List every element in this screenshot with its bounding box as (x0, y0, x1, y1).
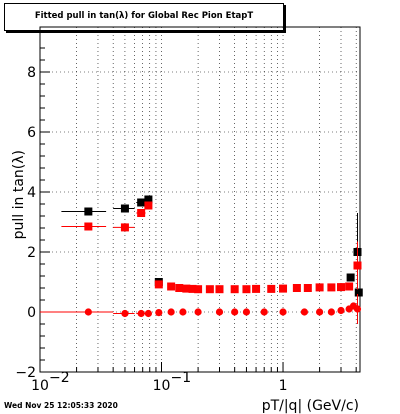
y-axis-title: pull in tan(λ) (11, 150, 27, 239)
data-point-square (242, 285, 251, 294)
data-point-square (252, 284, 261, 293)
data-point-circle (84, 308, 92, 316)
x-tick-label: 1 (279, 378, 288, 394)
data-point-circle (260, 308, 268, 316)
data-point-square (215, 285, 224, 294)
data-point-square (144, 195, 153, 204)
y-tick-label: 6 (27, 125, 36, 141)
grid-layer (39, 27, 360, 373)
data-point-square (167, 282, 176, 291)
data-layer (40, 195, 363, 324)
data-point-circle (144, 309, 153, 318)
chart-title-box: Fitted pull in tan(λ) for Global Rec Pio… (4, 3, 284, 31)
data-point-square (188, 284, 197, 293)
data-point-square (84, 207, 93, 216)
data-point-square (182, 284, 191, 293)
data-point-circle (194, 308, 202, 316)
data-point-square (337, 283, 346, 292)
plot-frame (39, 26, 361, 373)
data-point-circle (242, 308, 251, 316)
data-point-circle (121, 309, 129, 318)
x-tick-label: 10 (31, 378, 49, 394)
data-point-circle (155, 309, 163, 317)
x-tick-label: 10 (153, 378, 171, 394)
data-point-circle (327, 308, 335, 316)
data-point-square (345, 282, 354, 291)
data-point-square (175, 284, 184, 292)
data-point-circle (353, 305, 362, 313)
data-point-circle (300, 308, 309, 316)
x-tick-exponent: −2 (49, 370, 70, 386)
data-point-circle (137, 309, 145, 318)
data-point-square (292, 284, 301, 292)
data-point-circle (279, 308, 287, 316)
data-point-square (267, 284, 276, 293)
data-point-square (137, 209, 146, 217)
data-point-square (205, 285, 214, 294)
data-point-square (354, 288, 363, 297)
data-point-square (137, 198, 146, 207)
x-axis-title: pT/|q| (GeV/c) (262, 398, 359, 414)
data-point-square (303, 284, 312, 292)
data-point-square (194, 285, 203, 294)
x-tick-exponent: −1 (171, 370, 192, 386)
data-point-circle (179, 308, 187, 316)
data-point-circle (337, 306, 345, 315)
data-point-square (154, 280, 163, 289)
y-tick-label: −2 (15, 365, 36, 381)
y-tick-label: 4 (27, 185, 36, 201)
data-point-square (144, 201, 153, 210)
chart-title: Fitted pull in tan(λ) for Global Rec Pio… (34, 11, 254, 21)
data-point-square (84, 222, 93, 231)
y-tick-label: 0 (27, 305, 36, 321)
data-point-circle (167, 308, 175, 316)
data-point-circle (231, 308, 239, 316)
data-point-circle (215, 308, 224, 316)
timestamp: Wed Nov 25 12:05:33 2020 (4, 401, 118, 410)
y-tick-label: 2 (27, 245, 36, 261)
data-point-circle (316, 308, 324, 316)
data-point-square (327, 283, 336, 292)
data-point-square (120, 204, 129, 213)
data-point-square (346, 273, 355, 282)
y-tick-label: 8 (27, 65, 36, 81)
data-point-square (315, 283, 324, 292)
data-point-square (353, 261, 362, 270)
data-point-square (230, 285, 239, 294)
data-point-square (120, 223, 129, 232)
data-point-square (279, 284, 288, 293)
